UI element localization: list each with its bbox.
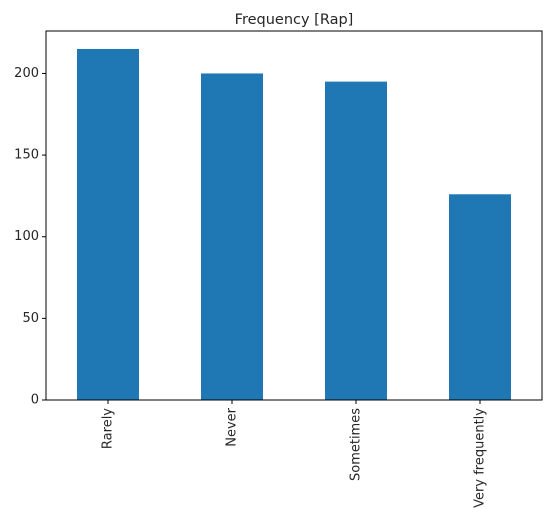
bar-very-frequently [449, 194, 511, 400]
y-axis: 0 50 100 150 200 [14, 66, 46, 408]
bar-never [201, 73, 263, 400]
x-tick-label: Sometimes [349, 408, 364, 481]
y-tick-label: 150 [14, 148, 39, 163]
x-tick-label: Never [225, 407, 240, 446]
bar-sometimes [325, 81, 387, 400]
x-tick-label: Rarely [101, 408, 116, 449]
chart-title: Frequency [Rap] [235, 12, 354, 28]
y-tick-label: 50 [22, 311, 39, 326]
y-tick-label: 0 [31, 393, 39, 408]
plot-frame [45, 30, 543, 401]
y-tick-label: 100 [14, 229, 39, 244]
y-tick-label: 200 [14, 66, 39, 81]
bar-rarely [77, 48, 139, 401]
x-axis: Rarely Never Sometimes Very frequently [101, 400, 488, 508]
x-tick-label: Very frequently [473, 408, 488, 508]
bars-group [77, 48, 511, 401]
